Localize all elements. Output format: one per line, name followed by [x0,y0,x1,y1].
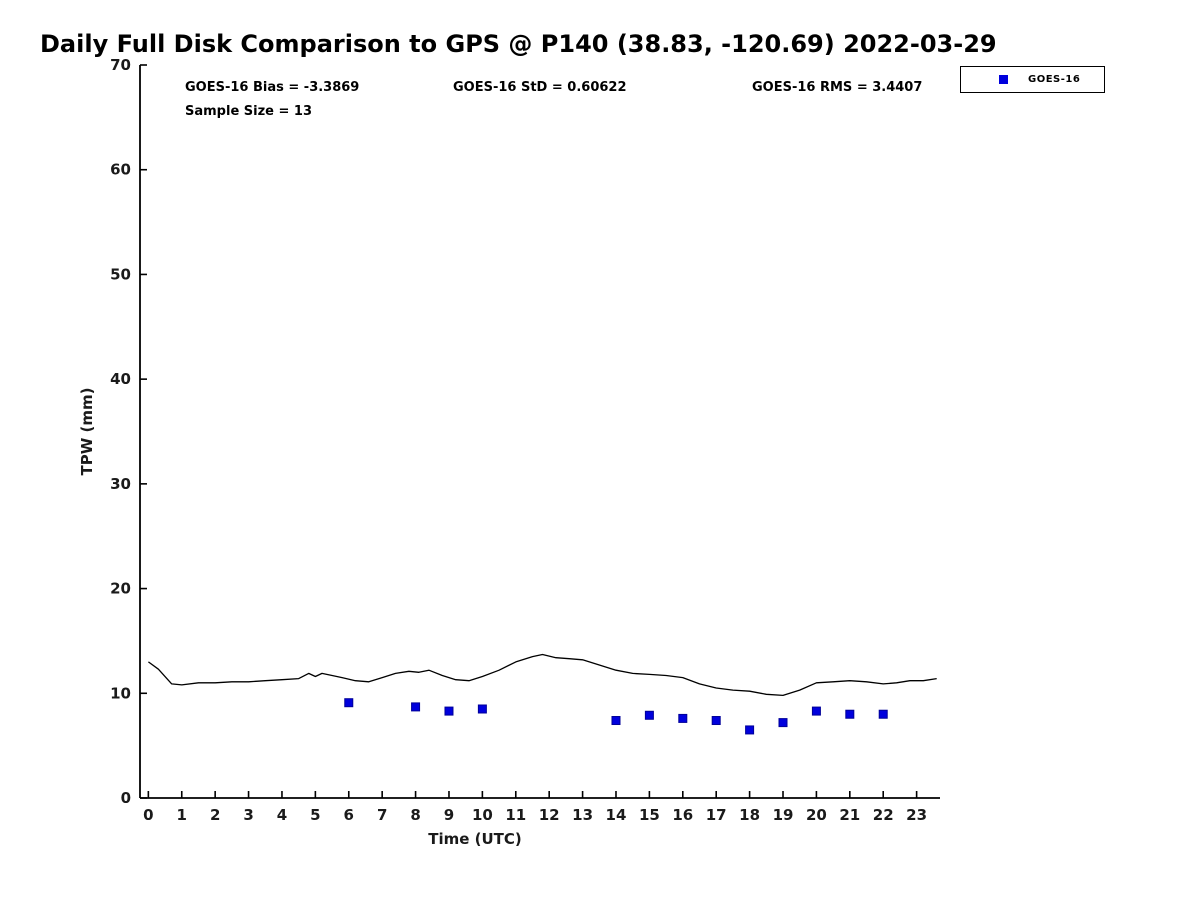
svg-text:16: 16 [672,806,693,824]
legend-item-label: GOES-16 [1028,74,1081,85]
svg-text:60: 60 [110,161,131,179]
scatter-point-marker [477,704,487,714]
svg-text:3: 3 [243,806,253,824]
legend-square-marker-icon [999,75,1008,84]
svg-text:12: 12 [539,806,560,824]
svg-text:0: 0 [143,806,153,824]
svg-text:8: 8 [410,806,420,824]
y-axis-label: TPW (mm) [78,388,96,476]
legend: GOES-16 [960,66,1105,93]
svg-text:14: 14 [606,806,627,824]
scatter-point-marker [611,716,621,726]
svg-text:15: 15 [639,806,660,824]
scatter-point-marker [878,709,888,719]
svg-text:1: 1 [177,806,187,824]
svg-text:70: 70 [110,56,131,74]
scatter-point-marker [344,698,354,708]
svg-text:5: 5 [310,806,320,824]
svg-text:11: 11 [505,806,526,824]
scatter-point-marker [811,706,821,716]
chart-title: Daily Full Disk Comparison to GPS @ P140… [40,30,997,58]
axes [139,65,940,799]
svg-text:9: 9 [444,806,454,824]
svg-text:2: 2 [210,806,220,824]
svg-text:21: 21 [839,806,860,824]
svg-text:50: 50 [110,265,131,283]
svg-text:13: 13 [572,806,593,824]
scatter-point-marker [845,709,855,719]
svg-text:19: 19 [773,806,794,824]
goes16-scatter-points [344,698,888,735]
svg-text:20: 20 [806,806,827,824]
svg-text:20: 20 [110,580,131,598]
scatter-point-marker [678,713,688,723]
annotation-std: GOES-16 StD = 0.60622 [453,80,627,95]
svg-text:7: 7 [377,806,387,824]
scatter-point-marker [444,706,454,716]
svg-text:4: 4 [277,806,287,824]
svg-text:23: 23 [906,806,927,824]
svg-text:17: 17 [706,806,727,824]
scatter-point-marker [644,710,654,720]
gps-trace-line [148,653,937,697]
annotation-rms: GOES-16 RMS = 3.4407 [752,80,923,95]
scatter-point-marker [411,702,421,712]
svg-text:0: 0 [121,789,131,807]
x-axis-label: Time (UTC) [428,830,522,848]
svg-text:10: 10 [472,806,493,824]
x-axis: 0 1 2 3 4 5 6 7 8 9 10 11 12 13 14 15 16 17 18 19 20 21 22 23Ti… [143,791,927,848]
svg-text:6: 6 [344,806,354,824]
annotation-bias: GOES-16 Bias = -3.3869 [185,80,360,95]
y-axis: 0 10 20 30 40 50 60 70 TPW (mm) [78,56,147,807]
svg-text:22: 22 [873,806,894,824]
scatter-point-marker [745,725,755,735]
annotation-sample-size: Sample Size = 13 [185,104,313,119]
scatter-point-marker [778,718,788,728]
svg-text:10: 10 [110,684,131,702]
svg-text:30: 30 [110,475,131,493]
svg-text:40: 40 [110,370,131,388]
scatter-point-marker [711,716,721,726]
svg-text:18: 18 [739,806,760,824]
